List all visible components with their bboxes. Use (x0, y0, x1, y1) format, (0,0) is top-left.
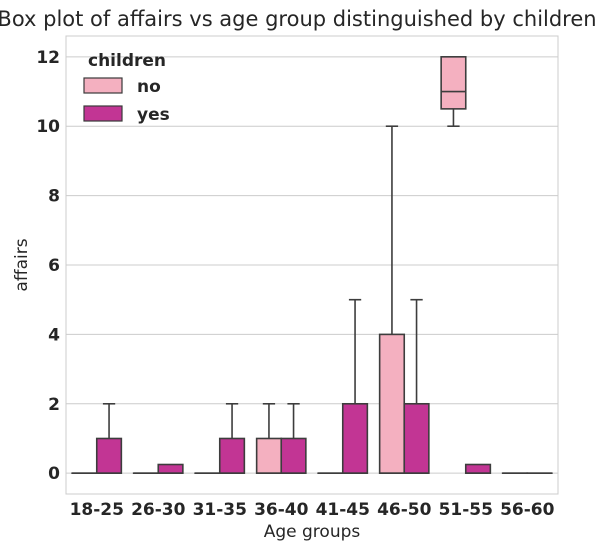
legend-label-yes: yes (137, 105, 170, 125)
legend-swatch-no (83, 77, 123, 94)
y-axis-label: affairs (12, 238, 32, 291)
box-iqr (341, 402, 369, 474)
x-tick-label: 31-35 (193, 500, 247, 520)
x-axis-label: Age groups (264, 522, 361, 542)
box-no-51-55 (440, 56, 467, 128)
y-tick-label: 6 (48, 256, 60, 276)
box-no-36-40 (255, 402, 283, 474)
x-tick-label: 56-60 (500, 500, 555, 520)
x-tick-labels: 18-25 26-30 31-35 36-40 41-45 46-50 51-55 56-60 (70, 500, 555, 520)
x-tick-label: 51-55 (439, 500, 493, 520)
box-no-46-50 (378, 125, 406, 474)
x-tick-label: 36-40 (254, 500, 309, 520)
box-yes-36-40 (280, 402, 307, 474)
box-layer (71, 56, 553, 474)
box-iqr (440, 56, 467, 110)
box-iqr (95, 437, 123, 474)
box-yes-18-25 (95, 402, 123, 474)
box-yes-26-30 (157, 463, 184, 474)
legend-label-no: no (137, 77, 161, 97)
y-tick-label: 2 (48, 395, 60, 415)
box-iqr (378, 333, 406, 474)
box-iqr (157, 463, 184, 474)
box-yes-46-50 (403, 298, 430, 474)
x-tick-label: 46-50 (377, 500, 432, 520)
legend-title: children (88, 51, 166, 71)
y-tick-label: 0 (48, 464, 60, 484)
y-tick-label: 4 (48, 325, 60, 345)
y-tick-labels: 0 2 4 6 8 10 12 (36, 48, 60, 484)
y-tick-label: 10 (36, 117, 60, 137)
box-iqr (403, 402, 430, 474)
box-iqr (280, 437, 307, 474)
y-tick-label: 8 (48, 187, 60, 207)
legend-swatch-yes (83, 105, 123, 122)
x-tick-label: 41-45 (316, 500, 370, 520)
box-yes-31-35 (218, 402, 246, 474)
box-iqr (464, 463, 492, 474)
x-tick-label: 18-25 (70, 500, 124, 520)
box-yes-41-45 (341, 298, 369, 474)
x-tick-label: 26-30 (131, 500, 186, 520)
box-iqr (255, 437, 283, 474)
box-yes-51-55 (464, 463, 492, 474)
legend: children no yes (83, 51, 170, 125)
y-tick-label: 12 (36, 48, 60, 68)
chart-title: Box plot of affairs vs age group disting… (0, 7, 597, 31)
box-iqr (218, 437, 246, 474)
